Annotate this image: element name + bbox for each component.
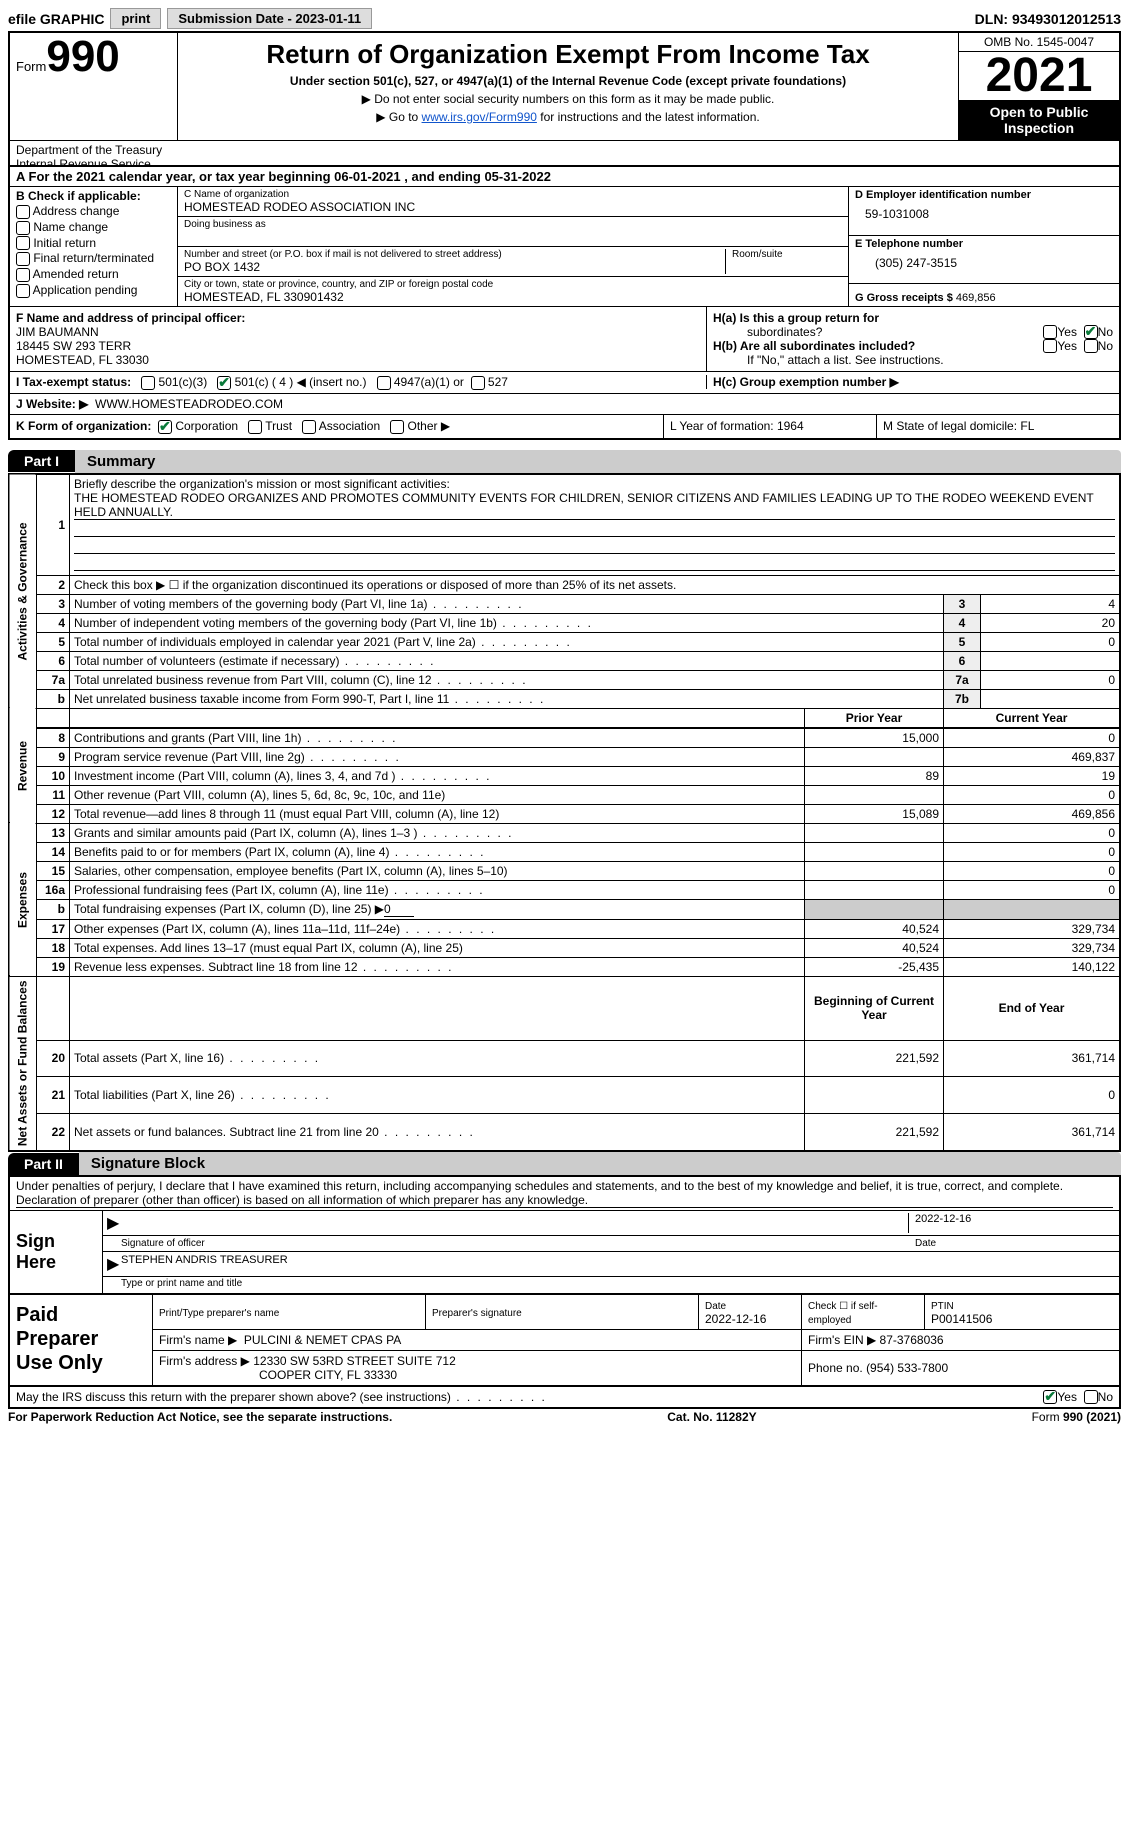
irs-discuss-row: May the IRS discuss this return with the… bbox=[8, 1387, 1121, 1409]
line4-val: 20 bbox=[981, 613, 1121, 632]
form-title: Return of Organization Exempt From Incom… bbox=[184, 39, 952, 70]
street: PO BOX 1432 bbox=[184, 260, 725, 274]
summary-table: Activities & Governance 1 Briefly descri… bbox=[8, 473, 1121, 1153]
declaration: Under penalties of perjury, I declare th… bbox=[8, 1175, 1121, 1211]
gross-receipts: 469,856 bbox=[956, 292, 996, 304]
vert-activities: Activities & Governance bbox=[9, 474, 37, 709]
k-corp[interactable] bbox=[158, 420, 172, 434]
part1-tab: Part I bbox=[8, 450, 75, 472]
irs-link[interactable]: www.irs.gov/Form990 bbox=[422, 110, 537, 124]
preparer-phone: (954) 533-7800 bbox=[866, 1361, 948, 1375]
section-i: I Tax-exempt status: 501(c)(3) 501(c) ( … bbox=[8, 371, 1121, 393]
note-link: ▶ Go to www.irs.gov/Form990 for instruct… bbox=[184, 110, 952, 124]
part1-header: Part I Summary bbox=[8, 450, 1121, 473]
efile-label: efile GRAPHIC bbox=[8, 11, 104, 27]
form-header: Form990 Return of Organization Exempt Fr… bbox=[8, 31, 1121, 140]
year-formation: L Year of formation: 1964 bbox=[663, 415, 876, 438]
chk-address[interactable] bbox=[16, 205, 30, 219]
chk-pending[interactable] bbox=[16, 284, 30, 298]
top-bar: efile GRAPHIC print Submission Date - 20… bbox=[8, 8, 1121, 29]
officer-name-title: STEPHEN ANDRIS TREASURER bbox=[121, 1254, 1115, 1274]
discuss-yes[interactable] bbox=[1043, 1390, 1057, 1404]
note-ssn: ▶ Do not enter social security numbers o… bbox=[184, 92, 952, 106]
mission: THE HOMESTEAD RODEO ORGANIZES AND PROMOT… bbox=[74, 491, 1115, 520]
section-f: F Name and address of principal officer:… bbox=[10, 307, 706, 371]
line7b-val bbox=[981, 689, 1121, 708]
discuss-no[interactable] bbox=[1084, 1390, 1098, 1404]
line6-val bbox=[981, 651, 1121, 670]
firm-ein: 87-3768036 bbox=[880, 1333, 944, 1347]
line5-val: 0 bbox=[981, 632, 1121, 651]
period-end: 05-31-2022 bbox=[484, 169, 551, 184]
hb-no[interactable] bbox=[1084, 339, 1098, 353]
submission-date: Submission Date - 2023-01-11 bbox=[167, 8, 372, 29]
form-subtitle: Under section 501(c), 527, or 4947(a)(1)… bbox=[184, 74, 952, 88]
inspection-notice: Open to Public Inspection bbox=[959, 100, 1119, 140]
vert-expenses: Expenses bbox=[9, 823, 37, 976]
dln: DLN: 93493012012513 bbox=[975, 11, 1121, 27]
i-527[interactable] bbox=[471, 376, 485, 390]
vert-netassets: Net Assets or Fund Balances bbox=[9, 976, 37, 1151]
sig-date: 2022-12-16 bbox=[908, 1213, 1115, 1233]
part2-tab: Part II bbox=[8, 1153, 79, 1175]
arrow-icon: ▶ bbox=[107, 1213, 121, 1233]
form-number: 990 bbox=[46, 32, 119, 81]
part2-header: Part II Signature Block bbox=[8, 1152, 1121, 1175]
section-bcd: B Check if applicable: Address change Na… bbox=[8, 187, 1121, 306]
officer-name: JIM BAUMANN bbox=[16, 325, 700, 339]
chk-initial[interactable] bbox=[16, 236, 30, 250]
ptin: P00141506 bbox=[931, 1312, 992, 1326]
phone: (305) 247-3515 bbox=[855, 250, 1113, 270]
ha-no[interactable] bbox=[1084, 325, 1098, 339]
period-row: A For the 2021 calendar year, or tax yea… bbox=[8, 165, 1121, 187]
part2-title: Signature Block bbox=[79, 1152, 1121, 1175]
state-domicile: M State of legal domicile: FL bbox=[876, 415, 1119, 438]
print-button[interactable]: print bbox=[110, 8, 161, 29]
section-h: H(a) Is this a group return for subordin… bbox=[706, 307, 1119, 371]
section-b: B Check if applicable: Address change Na… bbox=[10, 187, 178, 306]
form-label: Form bbox=[16, 59, 46, 74]
arrow-icon: ▶ bbox=[107, 1254, 121, 1274]
paid-preparer-section: PaidPreparerUse Only Print/Type preparer… bbox=[8, 1295, 1121, 1387]
sign-here-section: SignHere ▶ 2022-12-16 Signature of offic… bbox=[8, 1211, 1121, 1295]
department: Department of the Treasury Internal Reve… bbox=[8, 140, 1121, 165]
city: HOMESTEAD, FL 330901432 bbox=[184, 290, 842, 304]
vert-revenue: Revenue bbox=[9, 708, 37, 823]
k-other[interactable] bbox=[390, 420, 404, 434]
section-fh: F Name and address of principal officer:… bbox=[8, 306, 1121, 371]
ha-yes[interactable] bbox=[1043, 325, 1057, 339]
sign-here-label: SignHere bbox=[10, 1211, 103, 1293]
website: WWW.HOMESTEADRODEO.COM bbox=[95, 397, 283, 411]
paid-preparer-label: PaidPreparerUse Only bbox=[10, 1295, 153, 1385]
footer: For Paperwork Reduction Act Notice, see … bbox=[8, 1410, 1121, 1424]
k-trust[interactable] bbox=[248, 420, 262, 434]
k-assoc[interactable] bbox=[302, 420, 316, 434]
chk-final[interactable] bbox=[16, 252, 30, 266]
i-501c3[interactable] bbox=[141, 376, 155, 390]
i-501c[interactable] bbox=[217, 376, 231, 390]
tax-year: 2021 bbox=[959, 52, 1119, 100]
chk-name[interactable] bbox=[16, 221, 30, 235]
i-4947[interactable] bbox=[377, 376, 391, 390]
line7a-val: 0 bbox=[981, 670, 1121, 689]
firm-name: PULCINI & NEMET CPAS PA bbox=[244, 1333, 401, 1347]
hb-yes[interactable] bbox=[1043, 339, 1057, 353]
section-j: J Website: ▶ WWW.HOMESTEADRODEO.COM bbox=[8, 393, 1121, 414]
section-c: C Name of organization HOMESTEAD RODEO A… bbox=[178, 187, 848, 306]
period-begin: 06-01-2021 bbox=[334, 169, 401, 184]
line3-val: 4 bbox=[981, 594, 1121, 613]
org-name: HOMESTEAD RODEO ASSOCIATION INC bbox=[184, 200, 842, 214]
section-klm: K Form of organization: Corporation Trus… bbox=[8, 414, 1121, 440]
section-de: D Employer identification number 59-1031… bbox=[848, 187, 1119, 306]
chk-amended[interactable] bbox=[16, 268, 30, 282]
part1-title: Summary bbox=[75, 450, 1121, 473]
ein: 59-1031008 bbox=[855, 201, 1113, 221]
